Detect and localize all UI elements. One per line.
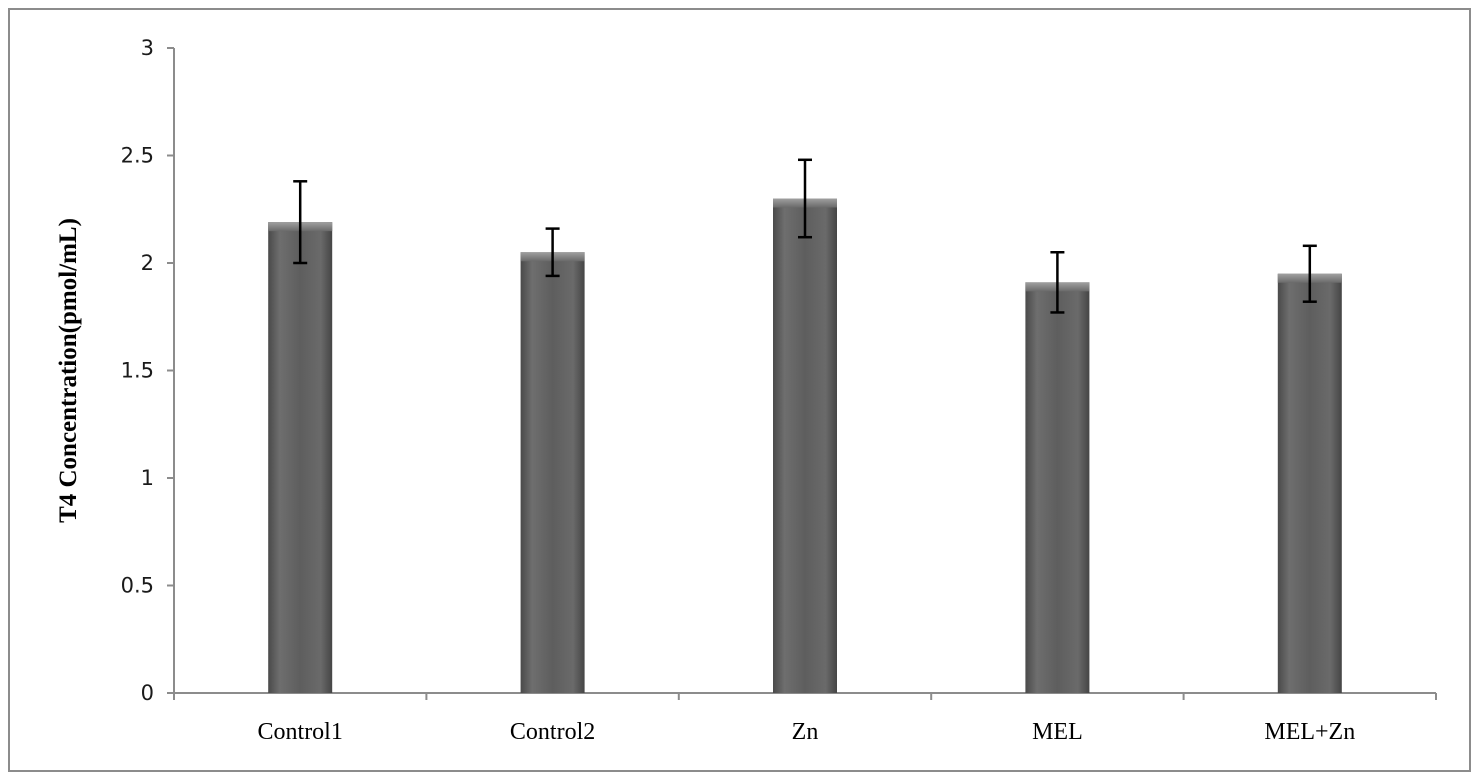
y-tick-label: 0	[141, 681, 154, 705]
x-tick-label: MEL	[1032, 719, 1083, 745]
x-tick-label: Zn	[792, 719, 819, 745]
labels: Control1 Control2 Zn MEL MEL+Zn	[258, 719, 1356, 745]
x-tick-label: MEL+Zn	[1264, 719, 1355, 745]
y-axis: 0 0.5 1 1.5 2 2.5 3	[121, 36, 175, 705]
y-tick-label: 1	[141, 466, 154, 490]
x-axis	[173, 692, 1437, 700]
bar	[1025, 282, 1090, 693]
x-tick-label: Control1	[258, 719, 343, 745]
y-tick-label: 2	[141, 251, 154, 275]
error-bar	[293, 180, 308, 265]
bar-body	[520, 252, 585, 693]
bar-body	[268, 222, 333, 693]
bar	[520, 252, 585, 693]
bar-chart: 0 0.5 1 1.5 2 2.5 3 Control1 Control2 Zn MEL MEL+Z…	[55, 36, 1437, 745]
bar	[1277, 273, 1342, 693]
bar-body	[1277, 273, 1342, 693]
y-axis-title: T4 Concentration(pmol/mL)	[55, 218, 82, 523]
x-tick-label: Control2	[510, 719, 595, 745]
error-bars	[293, 158, 1317, 314]
error-bar	[545, 227, 560, 278]
bar	[773, 198, 837, 693]
error-bar	[1302, 244, 1317, 303]
bar	[268, 222, 333, 693]
y-tick-label: 3	[141, 36, 154, 60]
bars	[268, 198, 1342, 693]
error-bar	[798, 158, 812, 239]
error-bar	[1050, 251, 1065, 314]
bar-body	[773, 198, 837, 693]
y-tick-label: 2.5	[121, 144, 154, 168]
y-tick-label: 0.5	[121, 574, 154, 598]
chart-frame: 0 0.5 1 1.5 2 2.5 3 Control1 Control2 Zn MEL MEL+Z…	[8, 8, 1471, 772]
bar-body	[1025, 282, 1090, 693]
y-tick-label: 1.5	[121, 359, 154, 383]
